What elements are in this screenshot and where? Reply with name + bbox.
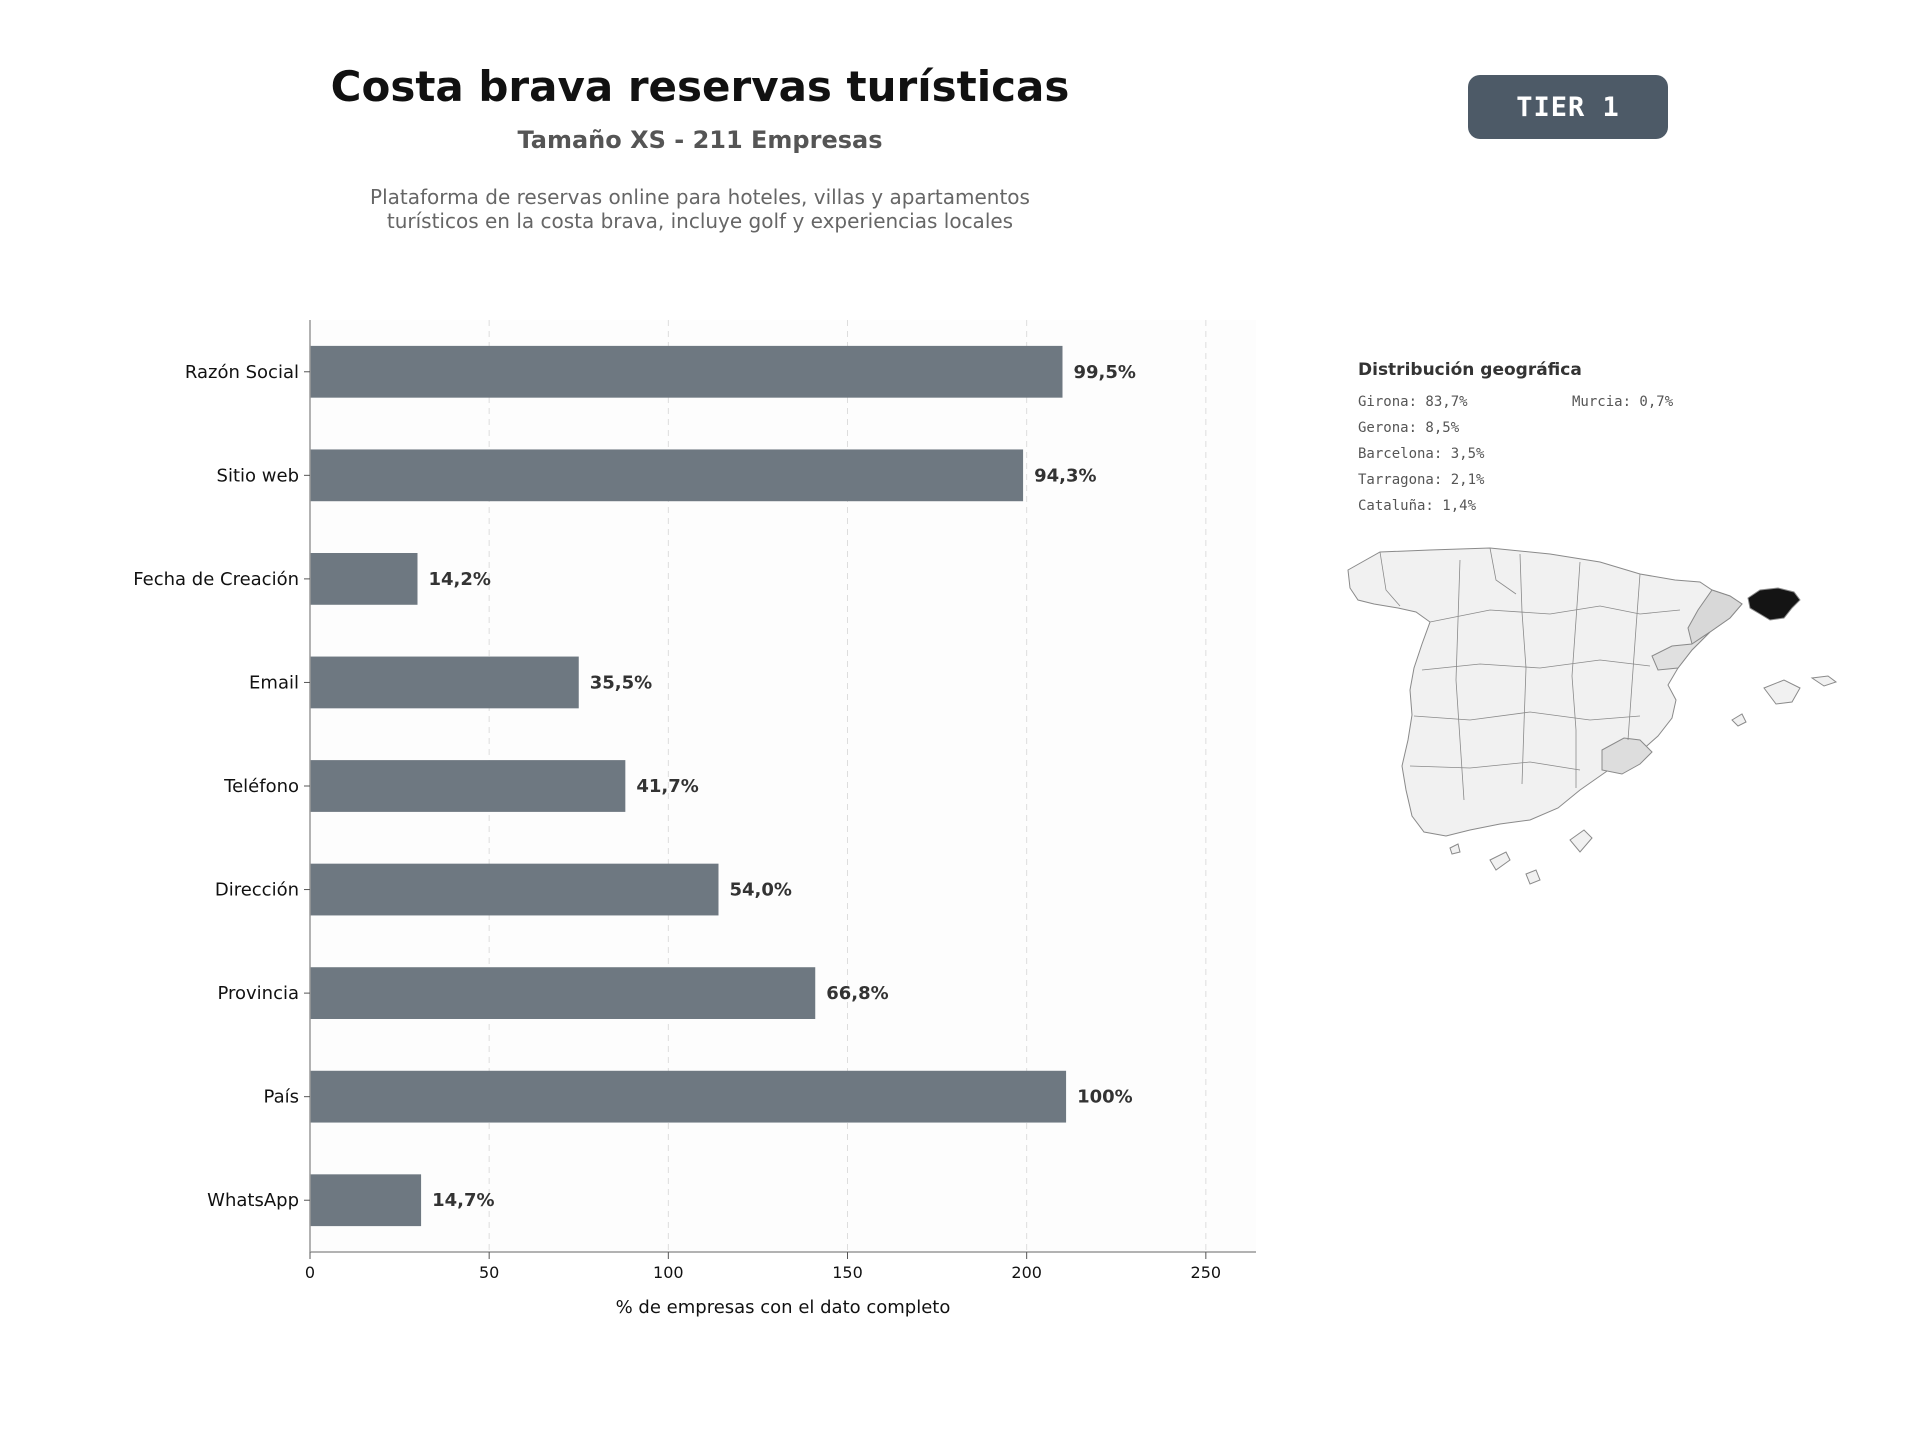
province-borders xyxy=(1379,547,1681,801)
bar-data-label: 54,0% xyxy=(730,880,792,901)
geo-item-murcia: Murcia: 0,7% xyxy=(1572,394,1674,410)
bar xyxy=(310,760,626,812)
geo-item-gerona: Gerona: 8,5% xyxy=(1358,420,1460,436)
x-tick-label: 200 xyxy=(1011,1263,1042,1282)
y-tick-label: Provincia xyxy=(217,983,299,1004)
description: Plataforma de reservas online para hotel… xyxy=(300,185,1100,233)
bar-data-label: 14,7% xyxy=(432,1190,494,1211)
y-tick-label: Email xyxy=(249,672,299,693)
tier-badge: TIER 1 xyxy=(1468,75,1668,139)
geo-panel: Distribución geográfica Girona: 83,7% Ge… xyxy=(1358,360,1858,524)
bar xyxy=(310,1174,422,1227)
bar xyxy=(310,1070,1067,1123)
y-tick-label: Fecha de Creación xyxy=(133,569,299,590)
spain-map xyxy=(1347,547,1838,885)
x-axis-label: % de empresas con el dato completo xyxy=(616,1297,951,1318)
region-murcia xyxy=(1601,737,1653,775)
ceuta-melilla-islands xyxy=(1449,829,1593,885)
geo-list: Girona: 83,7% Gerona: 8,5% Barcelona: 3,… xyxy=(1358,394,1858,524)
bar-chart: 99,5% 94,3% 14,2% 35,5% 41,7% 54,0% 66,8% 100% 1… xyxy=(133,320,1256,1318)
geo-item-barcelona: Barcelona: 3,5% xyxy=(1358,446,1485,462)
y-tick-label: Teléfono xyxy=(223,776,299,797)
x-tick-label: 150 xyxy=(832,1263,863,1282)
y-tick-label: Razón Social xyxy=(185,362,299,383)
chart-subtitle: Tamaño XS - 211 Empresas xyxy=(517,126,883,154)
y-tick-label: Dirección xyxy=(215,880,299,901)
description-line-1: Plataforma de reservas online para hotel… xyxy=(370,185,1030,209)
description-line-2: turísticos en la costa brava, incluye go… xyxy=(386,209,1014,233)
x-tick-label: 0 xyxy=(305,1263,315,1282)
bars-layer: 99,5% 94,3% 14,2% 35,5% 41,7% 54,0% 66,8% 100% 1… xyxy=(310,345,1136,1227)
x-tick-label: 50 xyxy=(479,1263,499,1282)
bar-data-label: 99,5% xyxy=(1074,362,1136,383)
bar xyxy=(310,345,1063,398)
geo-item-cataluna: Cataluña: 1,4% xyxy=(1358,498,1477,514)
geo-item-girona: Girona: 83,7% xyxy=(1358,394,1468,410)
bar xyxy=(310,656,579,709)
y-tick-label: WhatsApp xyxy=(207,1190,299,1211)
bar-data-label: 100% xyxy=(1077,1087,1133,1108)
geo-title: Distribución geográfica xyxy=(1358,360,1582,380)
bar-data-label: 66,8% xyxy=(826,983,888,1004)
x-tick-label: 250 xyxy=(1191,1263,1222,1282)
bar-data-label: 41,7% xyxy=(636,776,698,797)
bar-data-label: 35,5% xyxy=(590,672,652,693)
region-tarragona xyxy=(1651,631,1711,671)
bar-data-label: 94,3% xyxy=(1034,465,1096,486)
bar xyxy=(310,553,418,605)
region-girona xyxy=(1747,587,1801,621)
ticks-layer: 0 50 100 150 200 250 Razón Social Sitio web Fech… xyxy=(133,362,1221,1282)
spain-mainland xyxy=(1347,547,1743,837)
chart-title: Costa brava reservas turísticas xyxy=(330,62,1070,111)
bar xyxy=(310,967,816,1019)
y-tick-label: Sitio web xyxy=(217,465,299,486)
balearic-islands xyxy=(1731,675,1838,727)
y-tick-label: País xyxy=(264,1087,299,1108)
bar xyxy=(310,449,1024,502)
geo-item-tarragona: Tarragona: 2,1% xyxy=(1358,472,1485,488)
bar xyxy=(310,863,719,916)
x-tick-label: 100 xyxy=(653,1263,684,1282)
bar-data-label: 14,2% xyxy=(429,569,491,590)
